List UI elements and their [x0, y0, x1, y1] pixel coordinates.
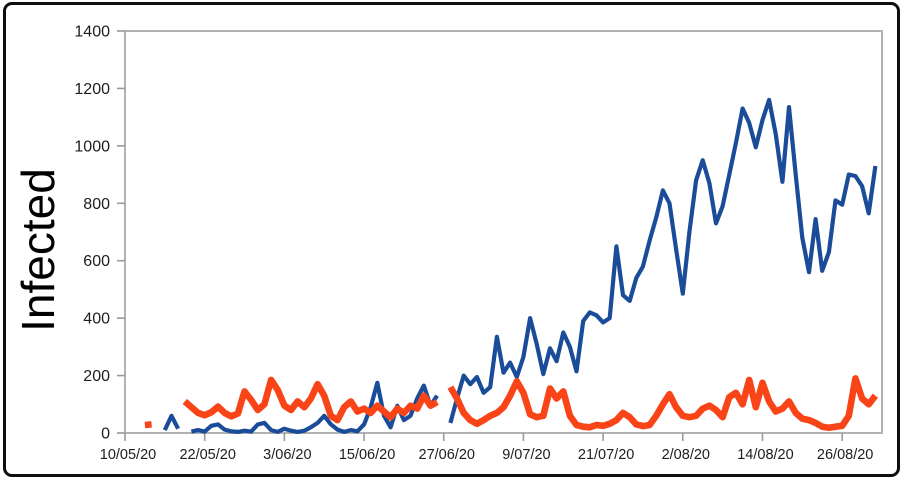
- series-line-infected-daily-orange: [144, 421, 152, 429]
- y-tick-label: 1000: [74, 138, 110, 155]
- y-axis-title: Infected: [12, 168, 64, 332]
- plot-frame: [124, 30, 883, 434]
- y-tick-label: 0: [101, 426, 110, 443]
- y-tick-label: 1400: [74, 24, 110, 41]
- x-tick-label: 10/05/20: [100, 447, 156, 463]
- y-tick-label: 200: [83, 368, 110, 385]
- series-line-infected-daily-orange: [447, 375, 879, 432]
- series-line-infected-daily-blue: [162, 413, 180, 431]
- series-line-infected-daily-blue: [448, 97, 878, 424]
- x-tick-label: 3/06/20: [263, 447, 311, 463]
- x-tick-label: 26/08/20: [817, 447, 873, 463]
- x-tick-label: 27/06/20: [419, 447, 475, 463]
- x-tick-label: 14/08/20: [737, 447, 793, 463]
- y-tick-label: 600: [83, 253, 110, 270]
- y-tick-label: 800: [83, 196, 110, 213]
- x-tick-label: 21/07/20: [578, 447, 634, 463]
- y-tick-label: 400: [83, 311, 110, 328]
- x-tick-label: 22/05/20: [179, 447, 235, 463]
- x-tick-label: 15/06/20: [339, 447, 395, 463]
- y-tick-label: 1200: [74, 81, 110, 98]
- x-tick-label: 2/08/20: [662, 447, 710, 463]
- series-line-infected-daily-orange: [182, 376, 439, 424]
- x-tick-label: 9/07/20: [502, 447, 550, 463]
